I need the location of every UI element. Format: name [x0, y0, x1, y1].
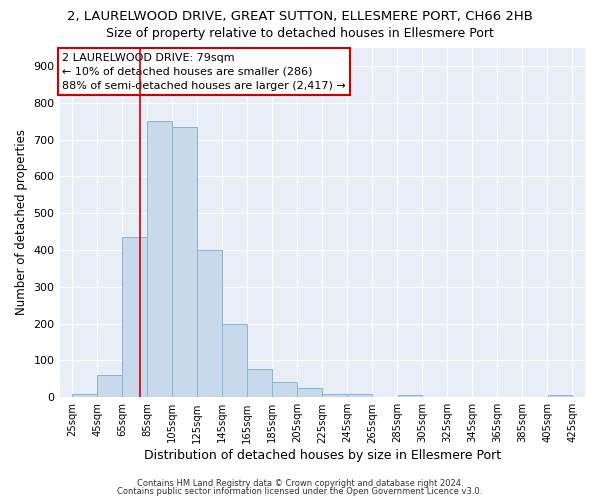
Bar [122, 237, 147, 398]
Text: Contains public sector information licensed under the Open Government Licence v3: Contains public sector information licen… [118, 487, 482, 496]
X-axis label: Distribution of detached houses by size in Ellesmere Port: Distribution of detached houses by size … [144, 450, 501, 462]
Bar [272, 382, 297, 398]
Bar [247, 368, 272, 398]
Bar [72, 394, 97, 398]
Text: Size of property relative to detached houses in Ellesmere Port: Size of property relative to detached ho… [106, 28, 494, 40]
Bar [97, 375, 122, 398]
Bar [548, 396, 572, 398]
Bar [298, 388, 322, 398]
Bar [347, 394, 372, 398]
Bar [148, 121, 172, 398]
Text: 2, LAURELWOOD DRIVE, GREAT SUTTON, ELLESMERE PORT, CH66 2HB: 2, LAURELWOOD DRIVE, GREAT SUTTON, ELLES… [67, 10, 533, 23]
Y-axis label: Number of detached properties: Number of detached properties [15, 130, 28, 316]
Text: Contains HM Land Registry data © Crown copyright and database right 2024.: Contains HM Land Registry data © Crown c… [137, 478, 463, 488]
Bar [398, 396, 422, 398]
Bar [223, 324, 247, 398]
Bar [172, 126, 197, 398]
Bar [322, 394, 347, 398]
Text: 2 LAURELWOOD DRIVE: 79sqm
← 10% of detached houses are smaller (286)
88% of semi: 2 LAURELWOOD DRIVE: 79sqm ← 10% of detac… [62, 52, 346, 90]
Bar [197, 250, 222, 398]
